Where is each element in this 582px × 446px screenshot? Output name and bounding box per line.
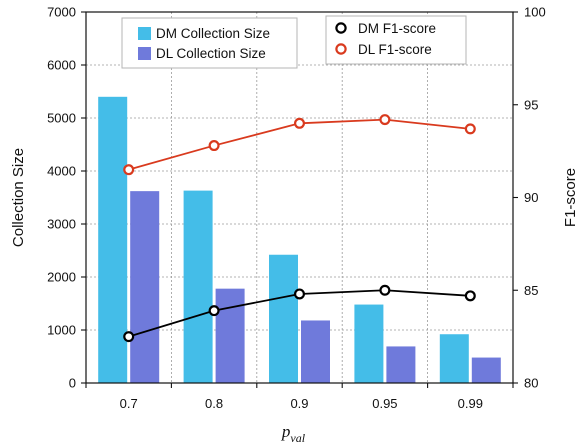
bar-dm-collection-1 [183,190,213,383]
f1-lines [123,114,476,343]
y-left-tick-label: 1000 [47,323,76,338]
bar-dm-collection-0 [98,96,128,384]
legend-swatch-dm-collection [138,27,151,40]
legend-bars: DM Collection Size DL Collection Size [121,17,298,69]
legend-label-dl-collection: DL Collection Size [156,46,266,61]
y-axis-right-label: F1-score [562,168,579,227]
point-dm-f1-4 [464,290,476,302]
x-axis-label: pval [281,422,306,445]
legend-label-dm-f1: DM F1-score [358,21,436,36]
legend-lines: DM F1-score DL F1-score [325,15,467,65]
tick-labels: 0 1000 2000 3000 4000 5000 6000 7000 80 85 90 95 100… [47,5,546,412]
point-dl-f1-4 [464,123,476,135]
bar-dl-collection-3 [386,346,416,383]
y-left-tick-label: 6000 [47,58,76,73]
point-dl-f1-2 [294,117,306,129]
x-tick-label: 0.99 [458,396,483,411]
x-axis-label-main: p [281,422,291,441]
y-left-tick-label: 4000 [47,164,76,179]
point-dl-f1-1 [208,140,220,152]
y-axis-left-label: Collection Size [10,148,27,247]
legend-label-dm-collection: DM Collection Size [156,26,270,41]
bar-dm-collection-2 [269,254,298,383]
bar-dm-collection-4 [439,334,469,383]
x-tick-label: 0.9 [290,396,308,411]
axes [81,11,518,388]
bar-dl-collection-0 [130,191,160,383]
y-left-tick-label: 7000 [47,5,76,20]
y-left-tick-label: 3000 [47,217,76,232]
point-dm-f1-1 [208,305,220,317]
y-right-tick-label: 100 [524,5,546,20]
x-tick-label: 0.7 [120,396,138,411]
legend-marker-dm-f1 [335,22,347,34]
point-dl-f1-3 [379,114,391,126]
y-left-tick-label: 5000 [47,111,76,126]
y-left-tick-label: 0 [69,376,76,391]
x-tick-label: 0.95 [372,396,397,411]
grid-lines [86,12,513,383]
bar-dl-collection-2 [301,320,330,383]
point-dm-f1-0 [123,331,135,343]
legend-marker-dl-f1 [335,43,347,55]
bars [98,96,501,384]
legend-label-dl-f1: DL F1-score [358,42,432,57]
y-right-tick-label: 80 [524,376,538,391]
point-dm-f1-2 [294,288,306,300]
bar-dm-collection-3 [354,304,384,383]
point-dl-f1-0 [123,164,135,176]
y-right-tick-label: 90 [524,190,538,205]
bar-dl-collection-1 [215,288,245,383]
y-left-tick-label: 2000 [47,270,76,285]
bar-dl-collection-4 [471,357,501,383]
point-dm-f1-3 [379,284,391,296]
x-tick-label: 0.8 [205,396,223,411]
legend-swatch-dl-collection [138,47,151,60]
y-right-tick-label: 85 [524,283,538,298]
y-right-tick-label: 95 [524,97,538,112]
x-axis-label-sub: val [290,431,305,445]
